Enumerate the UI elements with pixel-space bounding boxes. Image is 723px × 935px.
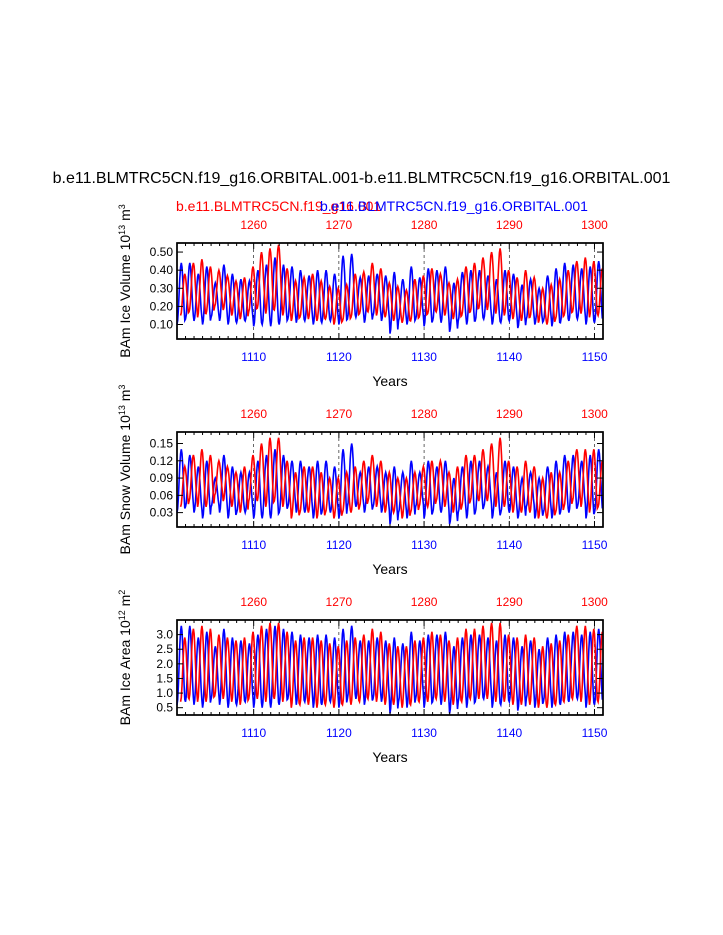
y-tick-label: 0.30: [150, 281, 174, 295]
x-tick-label: 1130: [411, 350, 437, 364]
x-tick-label: 1150: [582, 350, 608, 364]
top-tick-label: 1280: [411, 595, 438, 609]
series-line-orbital: [176, 625, 604, 714]
top-tick-label: 1260: [240, 407, 267, 421]
x-tick-label: 1130: [411, 726, 437, 740]
series-line-orbital: [176, 443, 604, 525]
y-axis-label-superscript: 3: [117, 385, 127, 390]
legend-label-red: b.e11.BLMTRC5CN.f19_g16.001: [176, 198, 382, 214]
x-tick-label: 1120: [326, 538, 352, 552]
y-axis-label-superscript: 13: [117, 225, 127, 235]
y-axis-label-part: BAm Ice Area 10: [117, 620, 133, 725]
x-tick-label: 1130: [411, 538, 437, 552]
y-axis-label: BAm Snow Volume 1013 m3: [117, 385, 133, 555]
series-line-control: [179, 437, 604, 519]
y-axis-label-part: BAm Snow Volume 10: [117, 415, 133, 555]
legend-label-blue: b.e11.BLMTRC5CN.f19_g16.ORBITAL.001: [320, 198, 588, 214]
x-tick-label: 1120: [326, 350, 352, 364]
x-tick-label: 1120: [326, 726, 352, 740]
y-tick-label: 0.50: [150, 245, 174, 259]
x-axis-label: Years: [372, 749, 407, 765]
y-tick-label: 0.09: [150, 471, 174, 485]
top-tick-label: 1290: [496, 218, 523, 232]
y-tick-label: 0.10: [150, 318, 174, 332]
top-tick-label: 1300: [581, 218, 608, 232]
x-axis-label: Years: [372, 561, 407, 577]
y-tick-label: 3.0: [156, 628, 173, 642]
y-tick-label: 1.5: [156, 671, 173, 685]
y-tick-label: 0.15: [150, 437, 174, 451]
top-tick-label: 1260: [240, 595, 267, 609]
series-line-control: [179, 622, 604, 708]
y-tick-label: 0.06: [150, 488, 174, 502]
y-axis-label: BAm Ice Area 1012 m2: [117, 590, 133, 726]
x-axis-label: Years: [372, 373, 407, 389]
y-tick-label: 2.0: [156, 657, 173, 671]
y-axis-label-superscript: 3: [117, 204, 127, 209]
y-tick-label: 2.5: [156, 642, 173, 656]
series-line-orbital: [176, 253, 604, 334]
top-tick-label: 1290: [496, 595, 523, 609]
top-tick-label: 1270: [326, 595, 353, 609]
top-tick-label: 1290: [496, 407, 523, 421]
y-axis-label-part: m: [117, 209, 133, 225]
x-tick-label: 1110: [241, 538, 266, 552]
x-tick-label: 1140: [496, 350, 522, 364]
y-axis-label-superscript: 12: [117, 610, 127, 620]
x-tick-label: 1110: [241, 350, 266, 364]
top-tick-label: 1260: [240, 218, 267, 232]
y-tick-label: 0.03: [150, 506, 174, 520]
y-tick-label: 0.5: [156, 701, 173, 715]
y-axis-label-part: BAm Ice Volume 10: [117, 235, 133, 358]
top-tick-label: 1270: [326, 218, 353, 232]
x-tick-label: 1110: [241, 726, 266, 740]
x-tick-label: 1140: [496, 538, 522, 552]
y-axis-label-part: m: [117, 390, 133, 406]
y-axis-label: BAm Ice Volume 1013 m3: [117, 204, 133, 358]
y-tick-label: 0.40: [150, 263, 174, 277]
top-tick-label: 1280: [411, 407, 438, 421]
top-tick-label: 1300: [581, 595, 608, 609]
top-tick-label: 1300: [581, 407, 608, 421]
y-axis-label-part: m: [117, 595, 133, 611]
series-line-control: [179, 244, 604, 325]
x-tick-label: 1150: [582, 726, 608, 740]
y-axis-label-superscript: 13: [117, 405, 127, 415]
figure-title: b.e11.BLMTRC5CN.f19_g16.ORBITAL.001-b.e1…: [52, 170, 671, 187]
y-tick-label: 0.20: [150, 299, 174, 313]
x-tick-label: 1140: [496, 726, 522, 740]
y-axis-label-superscript: 2: [117, 590, 127, 595]
top-tick-label: 1270: [326, 407, 353, 421]
y-tick-label: 1.0: [156, 686, 173, 700]
x-tick-label: 1150: [582, 538, 608, 552]
top-tick-label: 1280: [411, 218, 438, 232]
y-tick-label: 0.12: [150, 454, 174, 468]
